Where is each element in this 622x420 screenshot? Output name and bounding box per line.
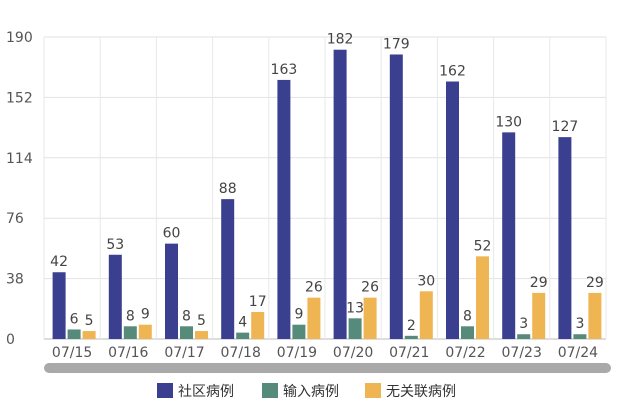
data-label: 13 xyxy=(346,300,364,316)
data-label: 60 xyxy=(163,226,181,242)
legend-swatch xyxy=(157,383,173,398)
bar xyxy=(307,297,321,339)
data-label: 2 xyxy=(407,318,416,334)
bar xyxy=(292,324,306,339)
data-label: 163 xyxy=(271,62,298,78)
legend-label: 输入病例 xyxy=(283,384,339,400)
data-label: 88 xyxy=(219,181,237,197)
data-label: 17 xyxy=(249,294,267,310)
y-tick-label: 114 xyxy=(6,151,33,167)
x-tick-label: 07/20 xyxy=(333,345,373,361)
bar xyxy=(348,318,362,339)
legend: 社区病例 输入病例 无关联病例 xyxy=(157,383,456,400)
data-label: 3 xyxy=(519,316,528,332)
data-label: 162 xyxy=(439,64,466,80)
data-label: 3 xyxy=(575,316,584,332)
data-label: 8 xyxy=(463,308,472,324)
grid-layer xyxy=(43,36,607,340)
data-label: 127 xyxy=(552,119,579,135)
data-label: 30 xyxy=(417,273,435,289)
y-tick-label: 76 xyxy=(6,211,24,227)
data-label: 29 xyxy=(530,275,548,291)
bar xyxy=(389,54,403,339)
legend-label: 无关联病例 xyxy=(386,384,456,400)
x-tick-label: 07/24 xyxy=(558,345,598,361)
data-label: 29 xyxy=(586,275,604,291)
data-label: 42 xyxy=(50,254,68,270)
x-tick-label: 07/23 xyxy=(502,345,542,361)
bar xyxy=(251,311,265,339)
y-tick-label: 152 xyxy=(6,90,33,106)
data-label: 179 xyxy=(383,36,410,52)
bar xyxy=(573,334,587,339)
data-label: 8 xyxy=(126,308,135,324)
legend-label: 社区病例 xyxy=(178,384,234,400)
bar xyxy=(588,292,602,339)
bar xyxy=(138,324,152,339)
data-label: 26 xyxy=(361,280,379,296)
bar xyxy=(446,81,459,340)
data-label: 9 xyxy=(294,307,303,323)
y-tick-label: 190 xyxy=(6,30,33,46)
bar xyxy=(180,326,193,339)
data-label: 5 xyxy=(85,313,94,329)
bar xyxy=(558,137,572,339)
data-label: 9 xyxy=(141,307,150,323)
x-tick-label: 07/21 xyxy=(389,345,429,361)
data-label: 4 xyxy=(238,315,247,331)
bar xyxy=(502,132,516,339)
scrollbar[interactable] xyxy=(44,363,611,373)
bar xyxy=(221,199,235,339)
bar xyxy=(123,326,137,339)
x-tick-label: 07/22 xyxy=(445,345,485,361)
data-label: 52 xyxy=(474,238,492,254)
bar xyxy=(165,243,178,339)
bar xyxy=(363,297,377,339)
data-label: 5 xyxy=(197,313,206,329)
data-label: 6 xyxy=(70,311,79,327)
x-tick-label: 07/18 xyxy=(221,345,261,361)
bar xyxy=(236,332,250,339)
data-label: 130 xyxy=(495,114,522,130)
bars-layer xyxy=(52,49,602,340)
data-label: 182 xyxy=(327,32,354,48)
bar xyxy=(419,291,433,339)
bar xyxy=(333,49,347,339)
data-label: 53 xyxy=(106,237,124,253)
data-label: 26 xyxy=(305,280,323,296)
x-tick-label: 07/19 xyxy=(277,345,317,361)
bar xyxy=(517,334,531,339)
bar xyxy=(195,331,208,339)
bar xyxy=(277,79,291,340)
bar xyxy=(404,335,418,339)
y-tick-label: 38 xyxy=(6,272,24,288)
bar xyxy=(461,326,474,339)
bar xyxy=(476,256,489,339)
x-tick-label: 07/16 xyxy=(108,345,148,361)
bar xyxy=(82,331,96,339)
bar xyxy=(108,254,122,339)
x-tick-label: 07/17 xyxy=(164,345,204,361)
bar xyxy=(67,329,81,339)
bar xyxy=(532,292,546,339)
x-tick-label: 07/15 xyxy=(52,345,92,361)
legend-swatch xyxy=(365,383,381,398)
data-label: 8 xyxy=(182,308,191,324)
bar xyxy=(52,272,66,339)
legend-swatch xyxy=(262,383,278,398)
y-tick-label: 0 xyxy=(6,332,15,348)
